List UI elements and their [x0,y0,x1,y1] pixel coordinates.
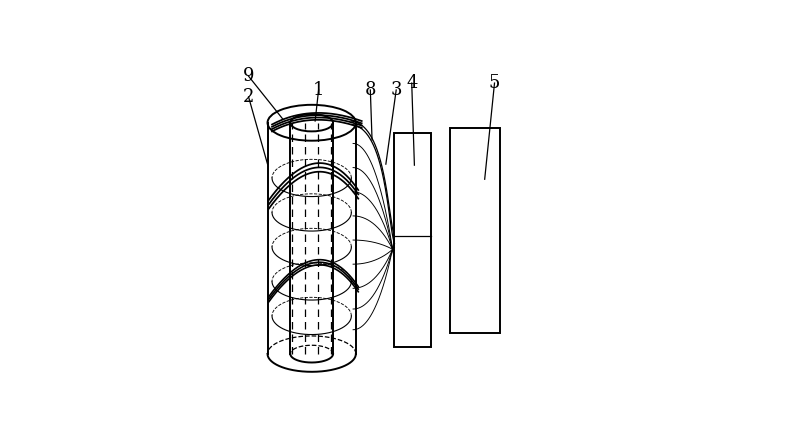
Text: 1: 1 [313,81,324,99]
Text: 9: 9 [243,67,254,85]
Text: 8: 8 [365,81,376,99]
Bar [450,128,500,333]
Text: 4: 4 [406,74,418,92]
Text: 3: 3 [390,81,402,99]
Bar [394,133,430,347]
Text: 2: 2 [243,88,254,106]
Text: 5: 5 [489,74,500,92]
